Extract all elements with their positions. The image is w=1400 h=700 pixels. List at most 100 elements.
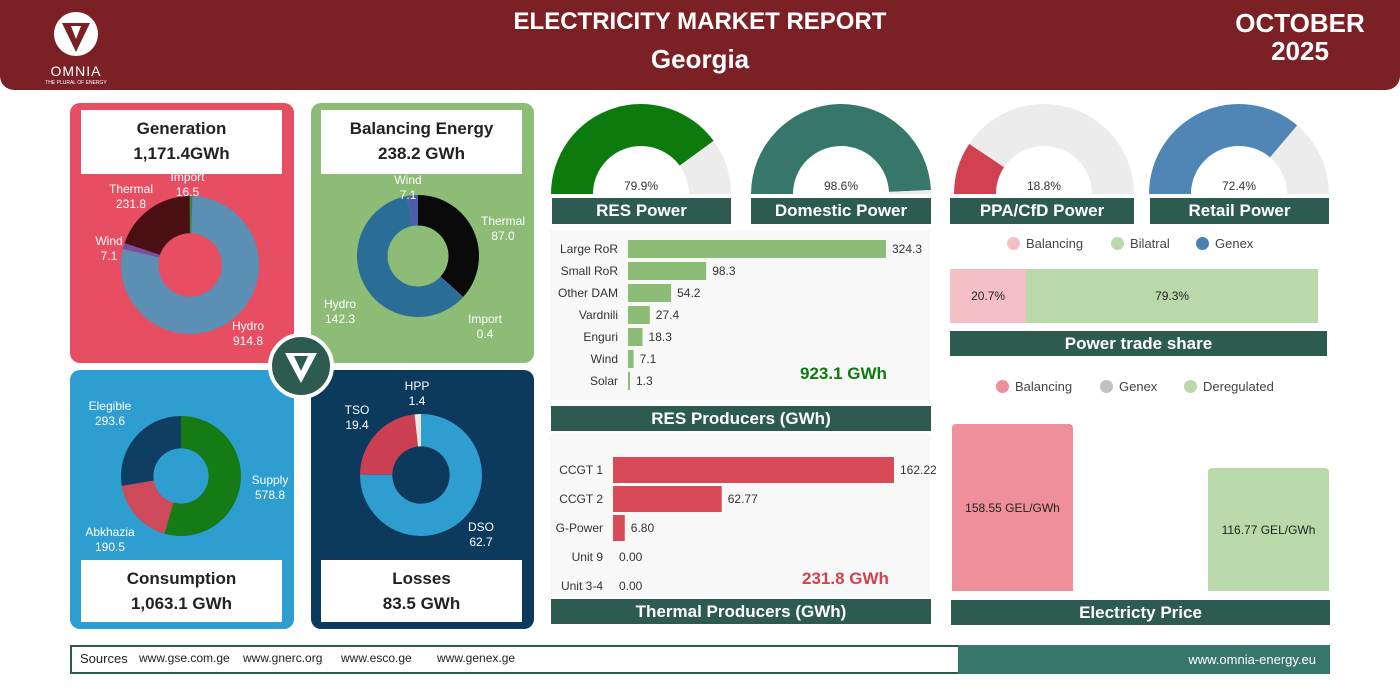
gen-slice-thermal bbox=[124, 196, 190, 255]
res-value: 98.3 bbox=[712, 264, 736, 278]
res-value: 54.2 bbox=[677, 286, 701, 300]
gen-slice-import bbox=[122, 243, 160, 258]
gauge-title-retail: Retail Power bbox=[1150, 198, 1329, 224]
trade-legend-bilatral: Bilatral bbox=[1111, 236, 1170, 251]
res-total: 923.1 GWh bbox=[800, 364, 887, 383]
footer-site-link[interactable]: www.omnia-energy.eu bbox=[958, 645, 1330, 674]
bal-label-wind: Wind 7.1 bbox=[394, 173, 422, 202]
thermal-label: CCGT 1 bbox=[559, 463, 603, 477]
res-value: 7.1 bbox=[640, 352, 657, 366]
bal-slice-import bbox=[440, 276, 464, 298]
thermal-label: Unit 9 bbox=[572, 550, 604, 564]
gen-label-hydro: Hydro 914.8 bbox=[231, 319, 264, 348]
trade-legend-genex: Genex bbox=[1196, 236, 1253, 251]
res-value: 324.3 bbox=[892, 242, 922, 256]
con-slice-abkhazia bbox=[121, 480, 174, 534]
report-month: OCTOBER bbox=[1235, 8, 1365, 38]
res-label: Large RoR bbox=[560, 242, 618, 256]
gen-slice-wind bbox=[189, 196, 193, 234]
consumption-donut bbox=[120, 416, 241, 536]
con-label-supply: Supply 578.8 bbox=[251, 473, 289, 502]
res-bar bbox=[628, 262, 707, 280]
gen-label-wind: Wind 7.1 bbox=[95, 234, 123, 263]
thermal-value: 6.80 bbox=[631, 521, 655, 535]
los-label-dso: DSO 62.7 bbox=[467, 520, 494, 549]
gauge-title-domestic: Domestic Power bbox=[751, 198, 931, 224]
thermal-value: 0.00 bbox=[619, 550, 643, 564]
price-legend-deregulated: Deregulated bbox=[1184, 379, 1274, 394]
price-legend-genex: Genex bbox=[1100, 379, 1157, 394]
trade-legend-balancing: Balancing bbox=[1007, 236, 1083, 251]
thermal-bar bbox=[613, 515, 625, 541]
legend-dot-icon bbox=[996, 380, 1009, 393]
res-label: Small RoR bbox=[561, 264, 619, 278]
omnia-logo-icon bbox=[54, 12, 98, 56]
res-bar bbox=[628, 372, 630, 390]
losses-total: 83.5 GWh bbox=[382, 594, 461, 613]
bal-slice-wind bbox=[406, 195, 418, 227]
los-slice-hpp bbox=[414, 414, 421, 447]
losses-title: Losses bbox=[392, 569, 451, 588]
bal-label-thermal: Thermal 87.0 bbox=[480, 214, 525, 243]
thermal-label: Unit 3-4 bbox=[561, 579, 603, 593]
gauge-track-3 bbox=[1270, 125, 1329, 194]
los-slice-tso bbox=[360, 414, 418, 475]
thermal-chart-title: Thermal Producers (GWh) bbox=[551, 599, 931, 624]
trade-share-bar: 20.7% 79.3% bbox=[950, 269, 1318, 323]
legend-dot-icon bbox=[1007, 237, 1020, 250]
losses-donut bbox=[360, 414, 482, 536]
res-bar bbox=[628, 328, 643, 346]
generation-title: Generation bbox=[136, 119, 227, 138]
gen-label-thermal: Thermal 231.8 bbox=[108, 182, 153, 211]
res-label: Wind bbox=[591, 352, 618, 366]
gen-label-import: Import 16.5 bbox=[170, 170, 205, 199]
footer-sources-label: Sources bbox=[80, 651, 128, 666]
bal-slice-hydro bbox=[357, 196, 463, 317]
con-slice-elegible bbox=[120, 416, 181, 486]
legend-dot-icon bbox=[1184, 380, 1197, 393]
omnia-emblem-icon bbox=[268, 333, 334, 399]
generation-total: 1,171.4GWh bbox=[133, 144, 230, 163]
thermal-value: 0.00 bbox=[619, 579, 643, 593]
res-label: Enguri bbox=[583, 330, 618, 344]
bal-label-import: Import 0.4 bbox=[467, 312, 502, 341]
balancing-box: Balancing Energy 238.2 GWh bbox=[321, 110, 522, 174]
res-value: 27.4 bbox=[656, 308, 680, 322]
thermal-value: 162.22 bbox=[900, 463, 937, 477]
gauge-track-2 bbox=[969, 104, 1134, 194]
thermal-value: 62.77 bbox=[728, 492, 758, 506]
brand-tagline: THE PLURAL OF ENERGY bbox=[45, 80, 107, 86]
brand-name: OMNIA bbox=[50, 63, 102, 79]
gauge-fill-0 bbox=[551, 104, 714, 194]
trade-segment-bilatral: 79.3% bbox=[1026, 269, 1318, 323]
trade-segment-balancing: 20.7% bbox=[950, 269, 1027, 323]
thermal-bar-chart: CCGT 1 162.22 CCGT 2 62.77 G-Power 6.80 Unit 9… bbox=[556, 457, 937, 593]
generation-donut bbox=[121, 196, 259, 334]
bal-slice-thermal bbox=[418, 195, 479, 298]
gauge-fill-2 bbox=[954, 143, 1005, 194]
legend-dot-icon bbox=[1196, 237, 1209, 250]
thermal-label: CCGT 2 bbox=[559, 492, 603, 506]
footer-link-genex[interactable]: www.genex.ge bbox=[437, 651, 516, 665]
price-bar-balancing: 158.55 GEL/GWh bbox=[952, 424, 1073, 591]
price-legend-balancing: Balancing bbox=[996, 379, 1072, 394]
footer-link-gse[interactable]: www.gse.com.ge bbox=[139, 651, 230, 665]
res-chart-bg bbox=[550, 230, 930, 400]
thermal-label: G-Power bbox=[556, 521, 603, 535]
res-value: 1.3 bbox=[636, 374, 653, 388]
consumption-total: 1,063.1 GWh bbox=[130, 594, 233, 613]
bal-label-hydro: Hydro 142.3 bbox=[323, 297, 356, 326]
thermal-bar bbox=[613, 457, 894, 483]
gen-slice-hydro bbox=[121, 196, 259, 334]
footer-link-gnerc[interactable]: www.gnerc.org bbox=[243, 651, 323, 665]
los-label-hpp: HPP 1.4 bbox=[404, 379, 430, 408]
footer-link-esco[interactable]: www.esco.ge bbox=[341, 651, 412, 665]
con-label-elegible: Elegible 293.6 bbox=[88, 399, 132, 428]
country-title: Georgia bbox=[650, 44, 750, 74]
header-bar bbox=[0, 0, 1400, 90]
gauge-fill-3 bbox=[1149, 104, 1298, 194]
consumption-title: Consumption bbox=[126, 569, 237, 588]
los-slice-dso bbox=[360, 414, 482, 536]
con-label-abkhazia: Abkhazia 190.5 bbox=[85, 525, 135, 554]
res-bar-chart: Large RoR 324.3 Small RoR 98.3 Other DAM 54.2… bbox=[558, 240, 922, 390]
